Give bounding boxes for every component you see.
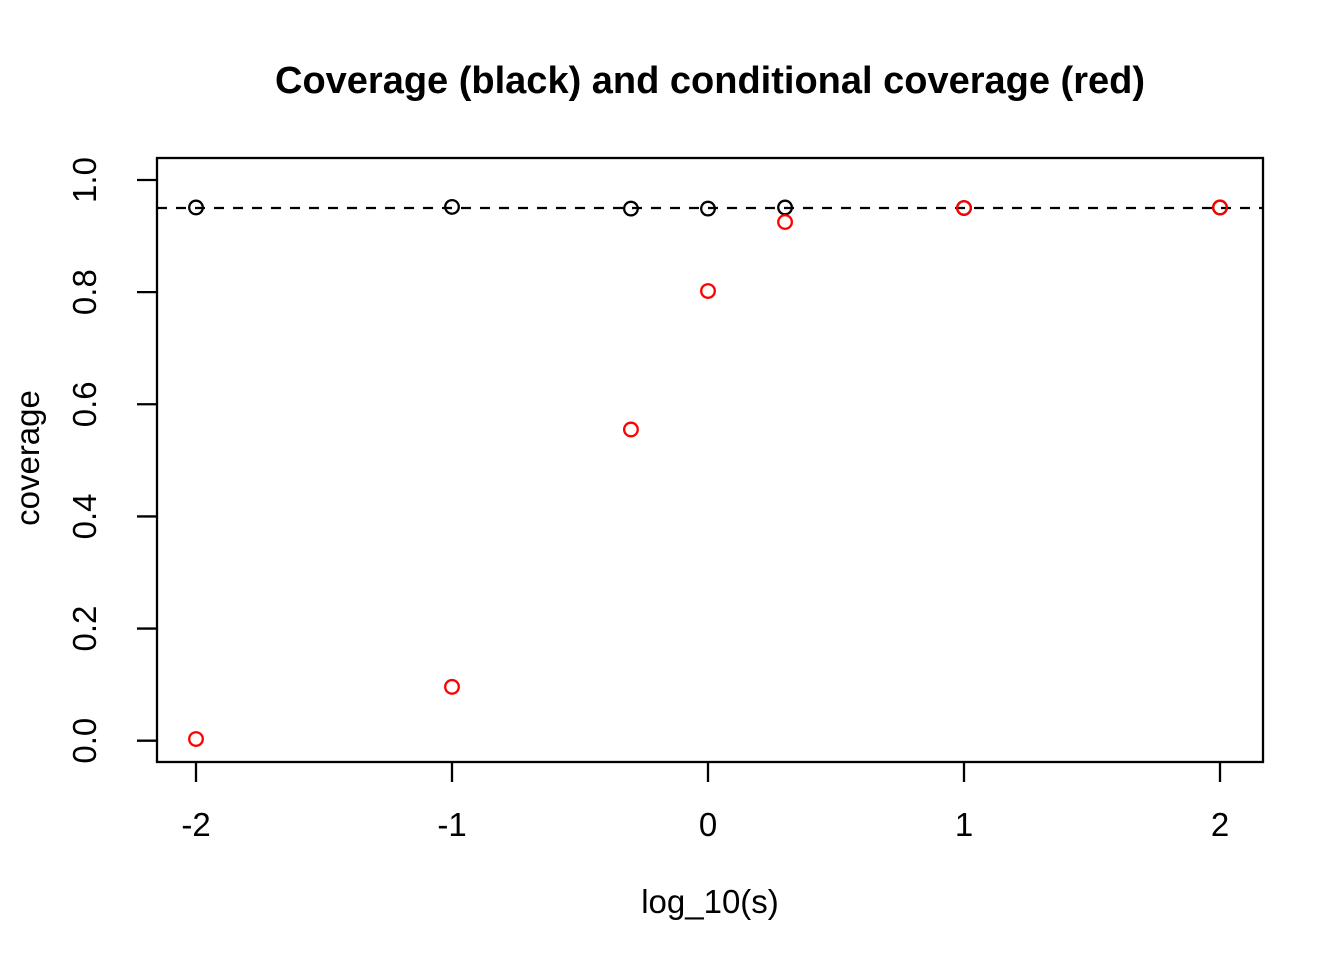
data-point-coverage	[700, 200, 716, 217]
plot-box	[155, 156, 1265, 764]
y-tick-label: 0.0	[66, 718, 103, 764]
data-point-coverage	[188, 199, 204, 216]
y-tick-label: 1.0	[66, 157, 103, 203]
x-tick-label: -2	[181, 806, 210, 843]
x-tick-label: 2	[1211, 806, 1229, 843]
y-tick-label: 0.2	[66, 606, 103, 652]
data-point-conditional-coverage	[777, 214, 794, 231]
y-tick-label: 0.6	[66, 381, 103, 427]
data-point-conditional-coverage	[444, 678, 460, 695]
data-point-coverage	[622, 200, 639, 217]
chart-title: Coverage (black) and conditional coverag…	[275, 60, 1145, 102]
y-tick-label: 0.4	[66, 493, 103, 539]
data-point-conditional-coverage	[1212, 199, 1228, 216]
y-tick-label: 0.8	[66, 269, 103, 315]
x-axis-title: log_10(s)	[641, 883, 779, 920]
data-point-conditional-coverage	[700, 283, 716, 299]
data-point-conditional-coverage	[188, 731, 204, 747]
data-point-coverage	[444, 198, 460, 215]
x-tick-label: 0	[699, 806, 717, 843]
x-tick-label: 1	[955, 806, 973, 843]
x-tick-label: -1	[437, 806, 466, 843]
data-point-conditional-coverage	[622, 421, 639, 438]
data-point-conditional-coverage	[956, 200, 972, 216]
